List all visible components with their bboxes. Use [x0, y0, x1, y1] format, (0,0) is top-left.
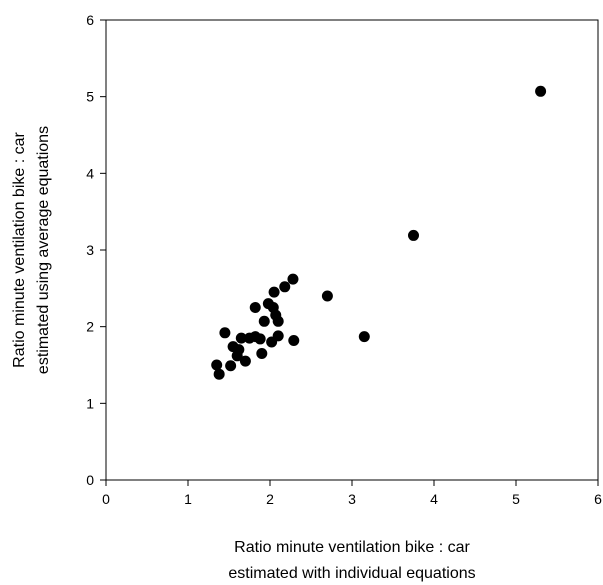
data-point: [225, 360, 237, 372]
data-point: [258, 315, 270, 327]
x-tick-label: 6: [594, 491, 602, 507]
data-point: [288, 334, 300, 346]
x-tick-label: 3: [348, 491, 356, 507]
y-axis-title-line-2: estimated using average equations: [35, 126, 52, 374]
y-axis: 0 1 2 3 4 5 6: [86, 12, 106, 488]
y-axis-title-line-1: Ratio minute ventilation bike : car: [11, 131, 28, 367]
data-point: [287, 273, 299, 285]
data-point: [233, 344, 245, 356]
data-point: [535, 85, 547, 97]
data-point: [239, 355, 251, 367]
x-tick-label: 4: [430, 491, 438, 507]
x-axis-title-line-1: Ratio minute ventilation bike : car: [234, 539, 470, 556]
data-point: [219, 327, 231, 339]
y-tick-label: 1: [86, 395, 94, 411]
x-tick-label: 1: [184, 491, 192, 507]
data-point: [268, 286, 280, 298]
y-tick-label: 3: [86, 242, 94, 258]
data-point: [256, 348, 268, 359]
data-point: [254, 333, 266, 345]
data-point: [279, 281, 291, 293]
data-point: [272, 330, 284, 342]
data-point: [235, 332, 247, 344]
y-tick-label: 4: [86, 165, 94, 181]
data-point: [358, 331, 370, 343]
data-point: [211, 359, 223, 371]
x-tick-label: 0: [102, 491, 110, 507]
y-tick-label: 2: [86, 319, 94, 335]
x-axis: 0 1 2 3 4 5 6: [102, 480, 602, 507]
data-point: [213, 368, 225, 380]
data-point: [272, 315, 284, 327]
y-tick-label: 6: [86, 12, 94, 28]
plot-area: [105, 19, 599, 481]
y-tick-label: 0: [86, 472, 94, 488]
data-points: [211, 85, 547, 380]
x-axis-title-line-2: estimated with individual equations: [228, 565, 475, 582]
data-point: [249, 302, 261, 313]
data-point: [408, 229, 419, 241]
y-tick-label: 5: [86, 89, 94, 105]
x-tick-label: 2: [266, 491, 274, 507]
x-tick-label: 5: [512, 491, 520, 507]
data-point: [321, 290, 333, 302]
